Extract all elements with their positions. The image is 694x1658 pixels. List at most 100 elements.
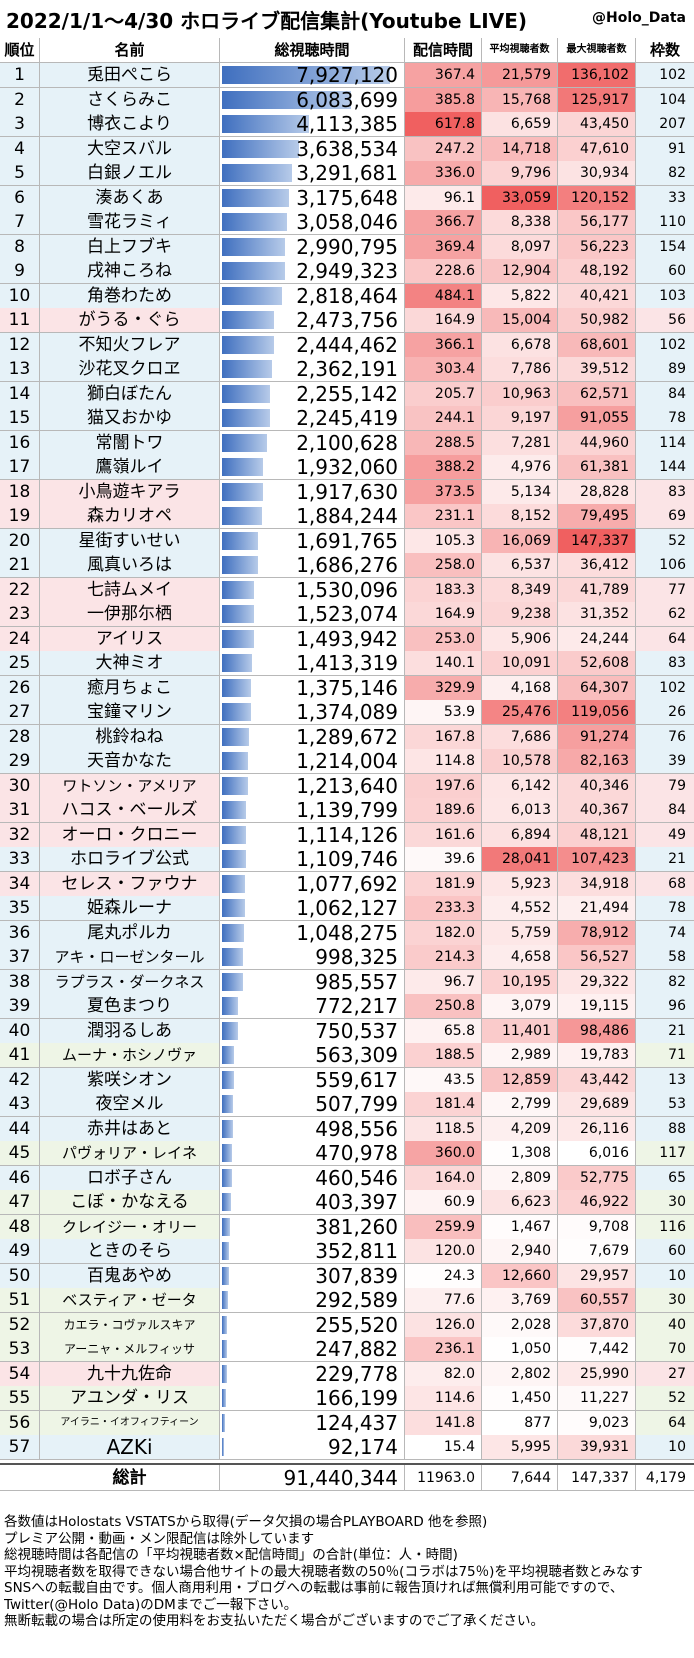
max-cell: 19,115 [558,994,636,1018]
avg-cell: 9,796 [482,161,558,185]
rank-cell: 4 [0,136,40,161]
total-value: 352,811 [315,1239,398,1263]
total-value: 2,362,191 [296,357,398,381]
max-cell: 125,917 [558,87,636,112]
total-cell: 92,174 [220,1435,405,1459]
total-bar [222,360,273,378]
table-row: 31 ハコス・ベールズ 1,139,799 189.6 6,013 40,367 84 [0,798,694,823]
hours-cell: 484.1 [405,283,482,308]
frames-cell: 40 [668,1316,686,1333]
hours-cell: 367.4 [405,63,482,87]
frames-cell: 58 [668,949,686,965]
hours-cell: 141.8 [405,1410,482,1435]
name-cell: AZKi [40,1435,220,1459]
name-cell: 博衣こより [40,112,220,136]
avg-cell: 8,349 [482,577,558,602]
name-cell: 小鳥遊キアラ [40,479,220,504]
avg-cell: 2,028 [482,1312,558,1337]
name-cell: ラプラス・ダークネス [40,969,220,994]
table-row: 21 風真いろは 1,686,276 258.0 6,537 36,412 106 [0,553,694,578]
table-row: 7 雪花ラミィ 3,058,046 366.7 8,338 56,177 110 [0,210,694,235]
avg-cell: 1,467 [482,1214,558,1239]
name-cell: パヴォリア・レイネ [40,1141,220,1165]
total-cell: 2,245,419 [220,406,405,430]
total-cell: 7,927,120 [220,63,405,87]
avg-cell: 3,769 [482,1288,558,1312]
hours-cell: 126.0 [405,1312,482,1337]
total-bar [222,1315,228,1334]
total-bar [222,1144,232,1162]
hours-cell: 181.4 [405,1092,482,1116]
frames-cell: 114 [659,434,686,451]
hours-cell: 366.1 [405,332,482,357]
max-cell: 56,527 [558,945,636,969]
total-bar [222,531,258,550]
max-cell: 37,870 [558,1312,636,1337]
name-cell: 九十九佐命 [40,1361,220,1386]
avg-cell: 10,578 [482,749,558,773]
hours-cell: 43.5 [405,1067,482,1092]
max-cell: 6,016 [558,1141,636,1165]
total-bar [222,703,252,721]
total-value: 2,473,756 [296,308,398,332]
avg-cell: 25,476 [482,700,558,724]
max-cell: 64,307 [558,675,636,700]
hours-cell: 105.3 [405,528,482,553]
frames-cell: 10 [668,1439,686,1455]
name-cell: 猫又おかゆ [40,406,220,430]
name-cell: 夏色まつり [40,994,220,1018]
max-cell: 91,274 [558,724,636,749]
name-cell: ときのそら [40,1239,220,1263]
table-row: 11 がうる・ぐら 2,473,756 164.9 15,004 50,982 56 [0,308,694,333]
table-row: 4 大空スバル 3,638,534 247.2 14,718 47,610 91 [0,136,694,162]
total-cell: 750,537 [220,1018,405,1043]
total-bar [222,139,300,158]
total-cell: 1,917,630 [220,479,405,504]
total-cell: 1,530,096 [220,577,405,602]
hours-cell: 183.3 [405,577,482,602]
frames-cell: 89 [668,361,686,377]
total-value: 1,289,672 [296,724,398,749]
total-cell: 2,473,756 [220,308,405,332]
frames-cell: 49 [668,826,686,843]
frames-cell: 96 [668,998,686,1014]
max-cell: 50,982 [558,308,636,332]
name-cell: ロボ子さん [40,1165,220,1190]
total-value: 247,882 [315,1337,398,1361]
max-cell: 31,352 [558,602,636,626]
avg-cell: 10,195 [482,969,558,994]
hours-cell: 96.1 [405,185,482,210]
rank-cell: 18 [0,479,40,504]
total-bar [222,213,287,231]
avg-cell: 6,537 [482,553,558,577]
max-cell: 46,922 [558,1190,636,1214]
total-value: 7,927,120 [296,63,398,87]
total-cell: 381,260 [220,1214,405,1239]
max-cell: 39,512 [558,357,636,381]
max-cell: 7,442 [558,1337,636,1361]
total-cell: 4,113,385 [220,112,405,136]
total-value: 6,083,699 [296,87,398,112]
table-row: 27 宝鐘マリン 1,374,089 53.9 25,476 119,056 26 [0,700,694,725]
hours-cell: 65.8 [405,1018,482,1043]
note-line: Twitter(@Holo Data)のDMまでご一報下さい。 [4,1596,298,1613]
summary-max: 147,337 [558,1464,636,1491]
table-row: 38 ラプラス・ダークネス 985,557 96.7 10,195 29,322 82 [0,969,694,995]
total-cell: 1,413,319 [220,651,405,675]
frames-cell: 104 [659,91,686,108]
avg-cell: 2,809 [482,1165,558,1190]
name-cell: セレス・ファウナ [40,871,220,896]
frames-cell: 33 [668,189,686,206]
total-bar [222,458,263,476]
name-cell: 兎田ぺこら [40,63,220,87]
rank-cell: 23 [0,602,40,626]
note-line: 総視聴時間は各配信の「平均視聴者数×配信時間」の合計(単位：人・時間) [4,1547,458,1563]
rank-cell: 30 [0,773,40,798]
avg-cell: 12,660 [482,1263,558,1288]
avg-cell: 1,308 [482,1141,558,1165]
frames-cell: 39 [668,753,686,769]
hours-cell: 164.9 [405,308,482,332]
total-value: 307,839 [315,1263,398,1288]
table-row: 18 小鳥遊キアラ 1,917,630 373.5 5,134 28,828 83 [0,479,694,505]
total-value: 255,520 [315,1312,398,1337]
